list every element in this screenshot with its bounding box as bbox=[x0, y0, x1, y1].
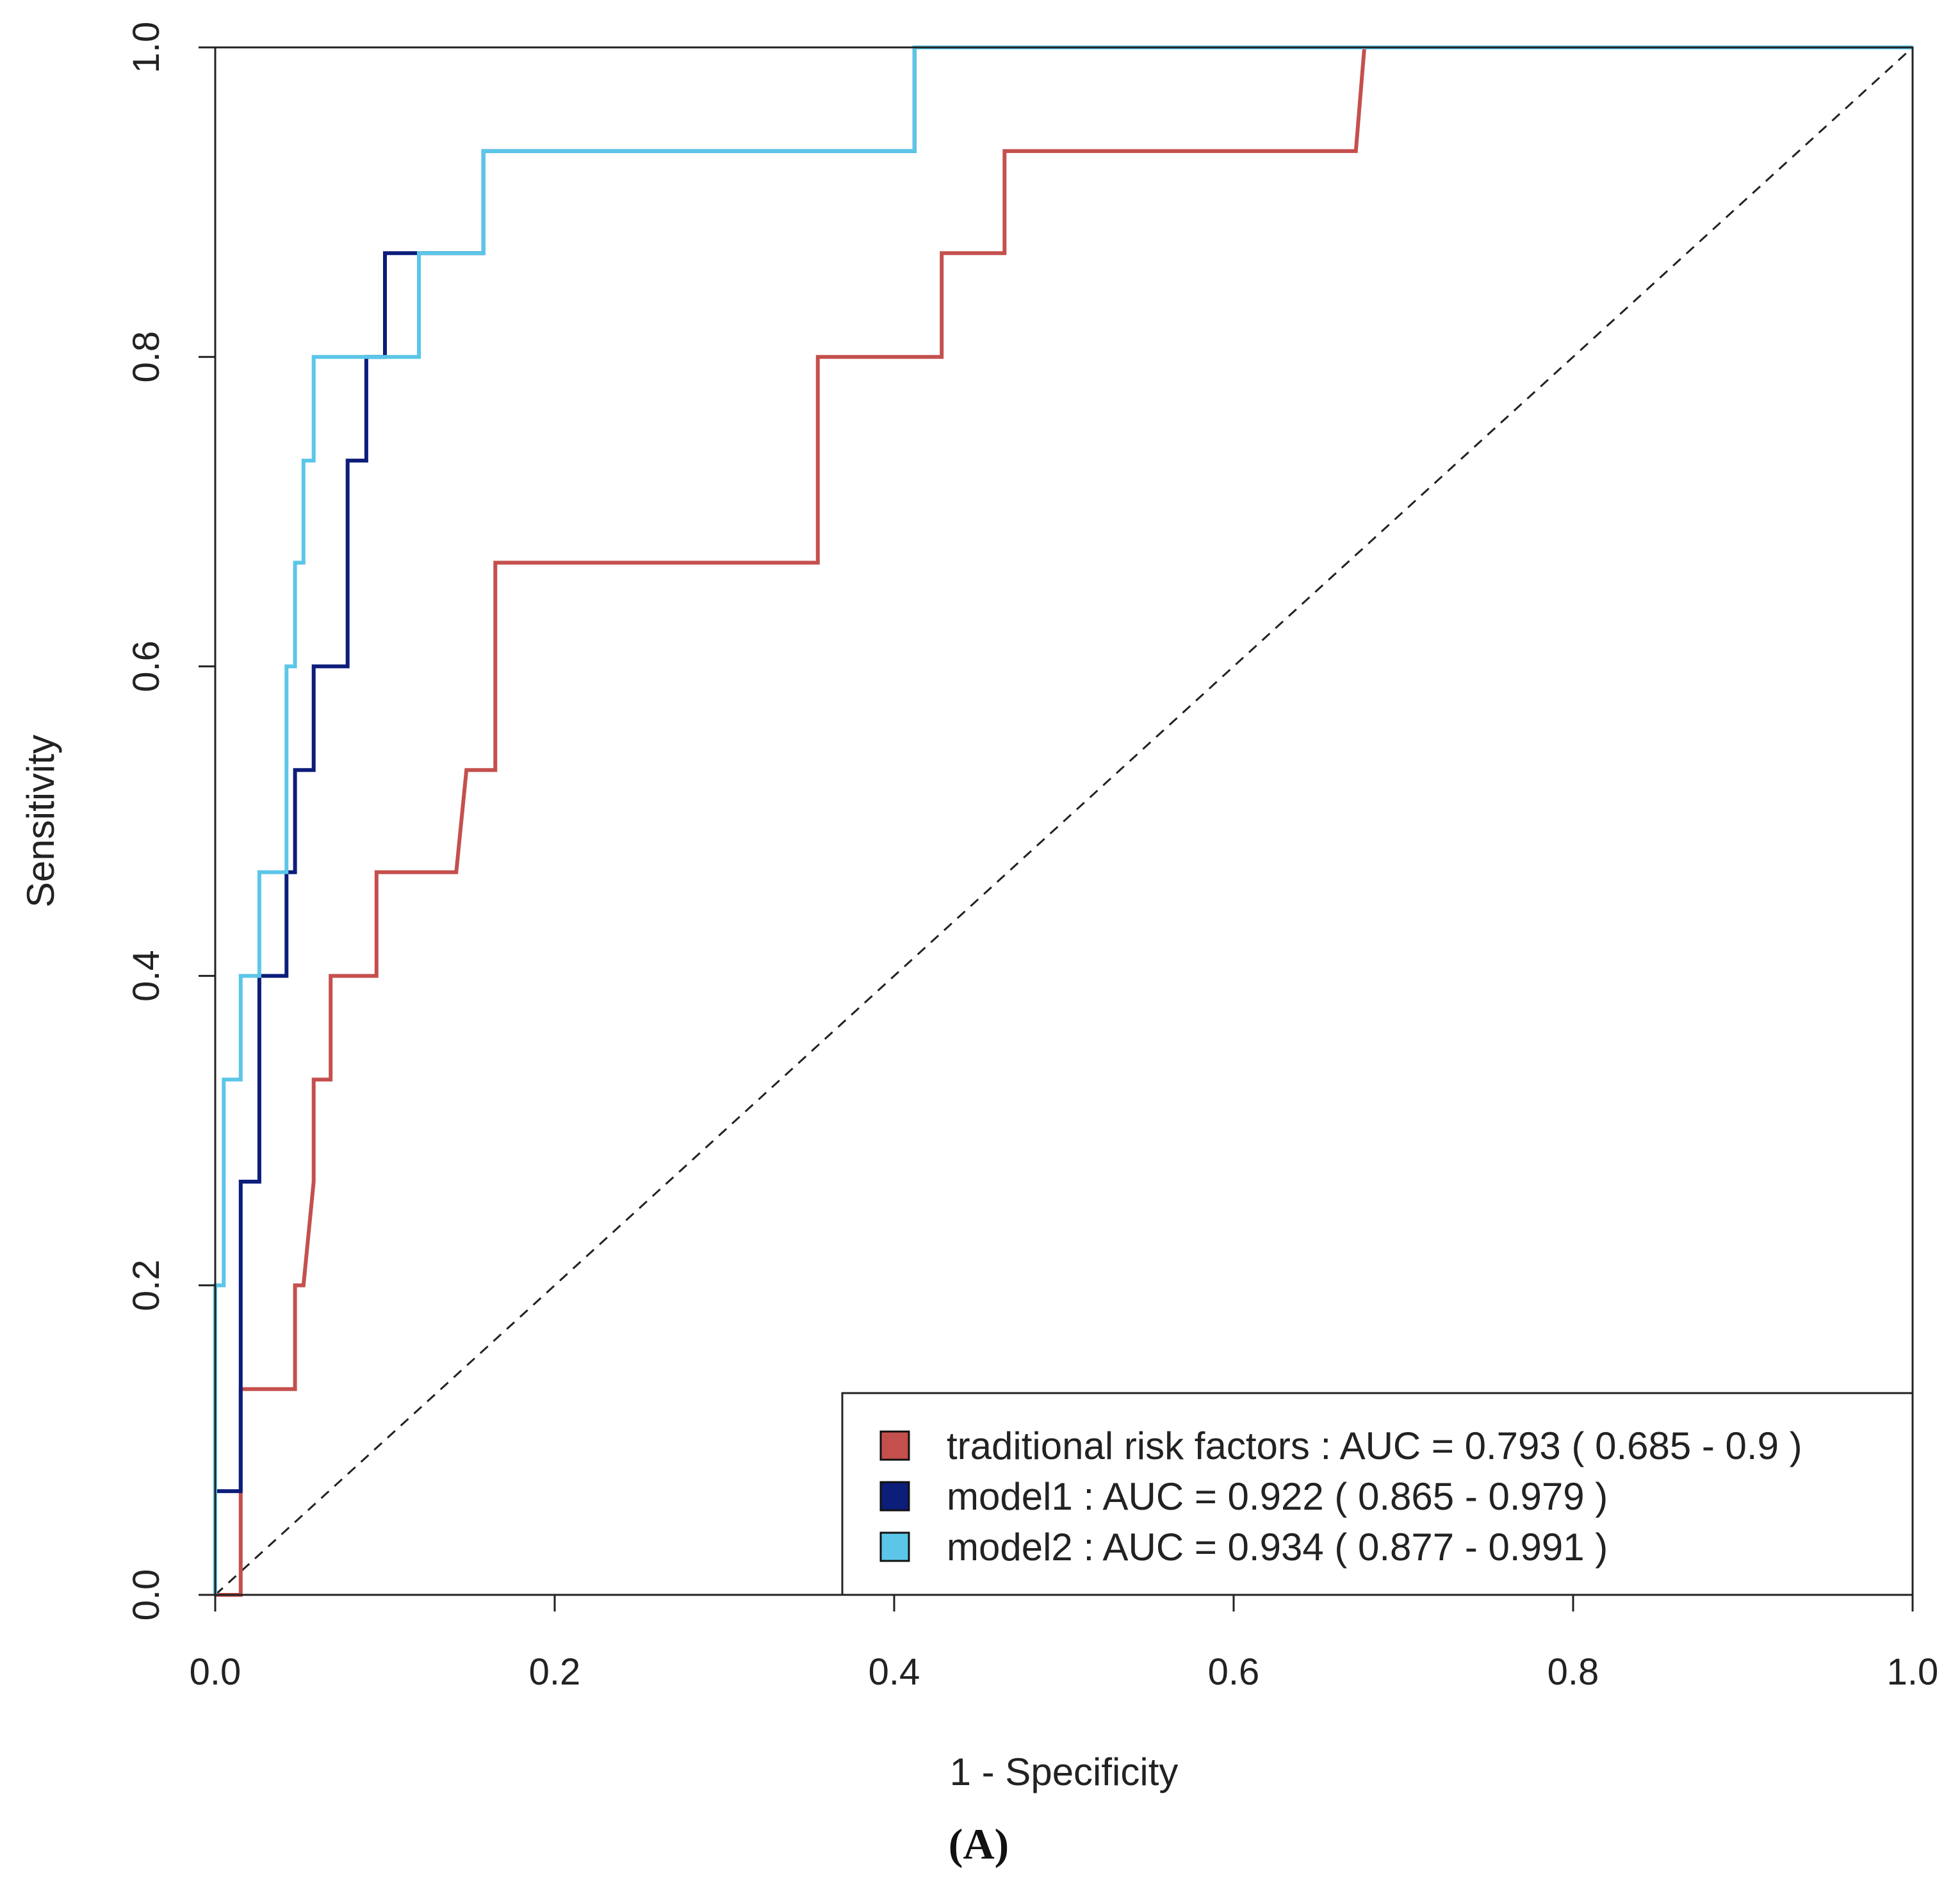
x-tick-label: 0.2 bbox=[529, 1651, 581, 1693]
legend-swatch bbox=[879, 1430, 910, 1461]
roc-curves-layer bbox=[213, 45, 1913, 1597]
y-tick-label: 0.6 bbox=[126, 641, 167, 692]
legend-box bbox=[841, 1392, 1914, 1596]
y-tick-label: 0.2 bbox=[126, 1259, 167, 1311]
panel-label: (A) bbox=[949, 1820, 1009, 1868]
x-tick-label: 1.0 bbox=[1887, 1651, 1939, 1693]
y-tick-label: 0.8 bbox=[126, 331, 167, 383]
reference-diagonal-layer bbox=[214, 46, 1914, 1596]
legend-entries: traditional risk factors : AUC = 0.793 (… bbox=[879, 1424, 1802, 1569]
x-axis-title: 1 - Specificity bbox=[950, 1750, 1179, 1793]
x-tick-label: 0.4 bbox=[869, 1651, 920, 1693]
x-tick-label: 0.0 bbox=[190, 1651, 241, 1693]
legend-swatch bbox=[879, 1531, 910, 1562]
roc-curve-traditional-risk-factors bbox=[215, 45, 1913, 1597]
roc-curve-model2 bbox=[213, 45, 1913, 1595]
x-tick-label: 0.6 bbox=[1208, 1651, 1260, 1693]
reference-diagonal-line bbox=[214, 46, 1914, 1596]
y-tick-label: 0.4 bbox=[126, 950, 167, 1002]
y-tick-label: 1.0 bbox=[126, 22, 167, 74]
legend-swatch bbox=[879, 1481, 910, 1512]
y-axis-title: Sensitivity bbox=[19, 735, 62, 908]
legend-label: traditional risk factors : AUC = 0.793 (… bbox=[947, 1424, 1802, 1467]
legend-label: model1 : AUC = 0.922 ( 0.865 - 0.979 ) bbox=[947, 1475, 1608, 1518]
legend-label: model2 : AUC = 0.934 ( 0.877 - 0.991 ) bbox=[947, 1526, 1608, 1569]
legend: traditional risk factors : AUC = 0.793 (… bbox=[841, 1392, 1914, 1596]
y-tick-label: 0.0 bbox=[126, 1569, 167, 1621]
x-tick-label: 0.8 bbox=[1548, 1651, 1599, 1693]
